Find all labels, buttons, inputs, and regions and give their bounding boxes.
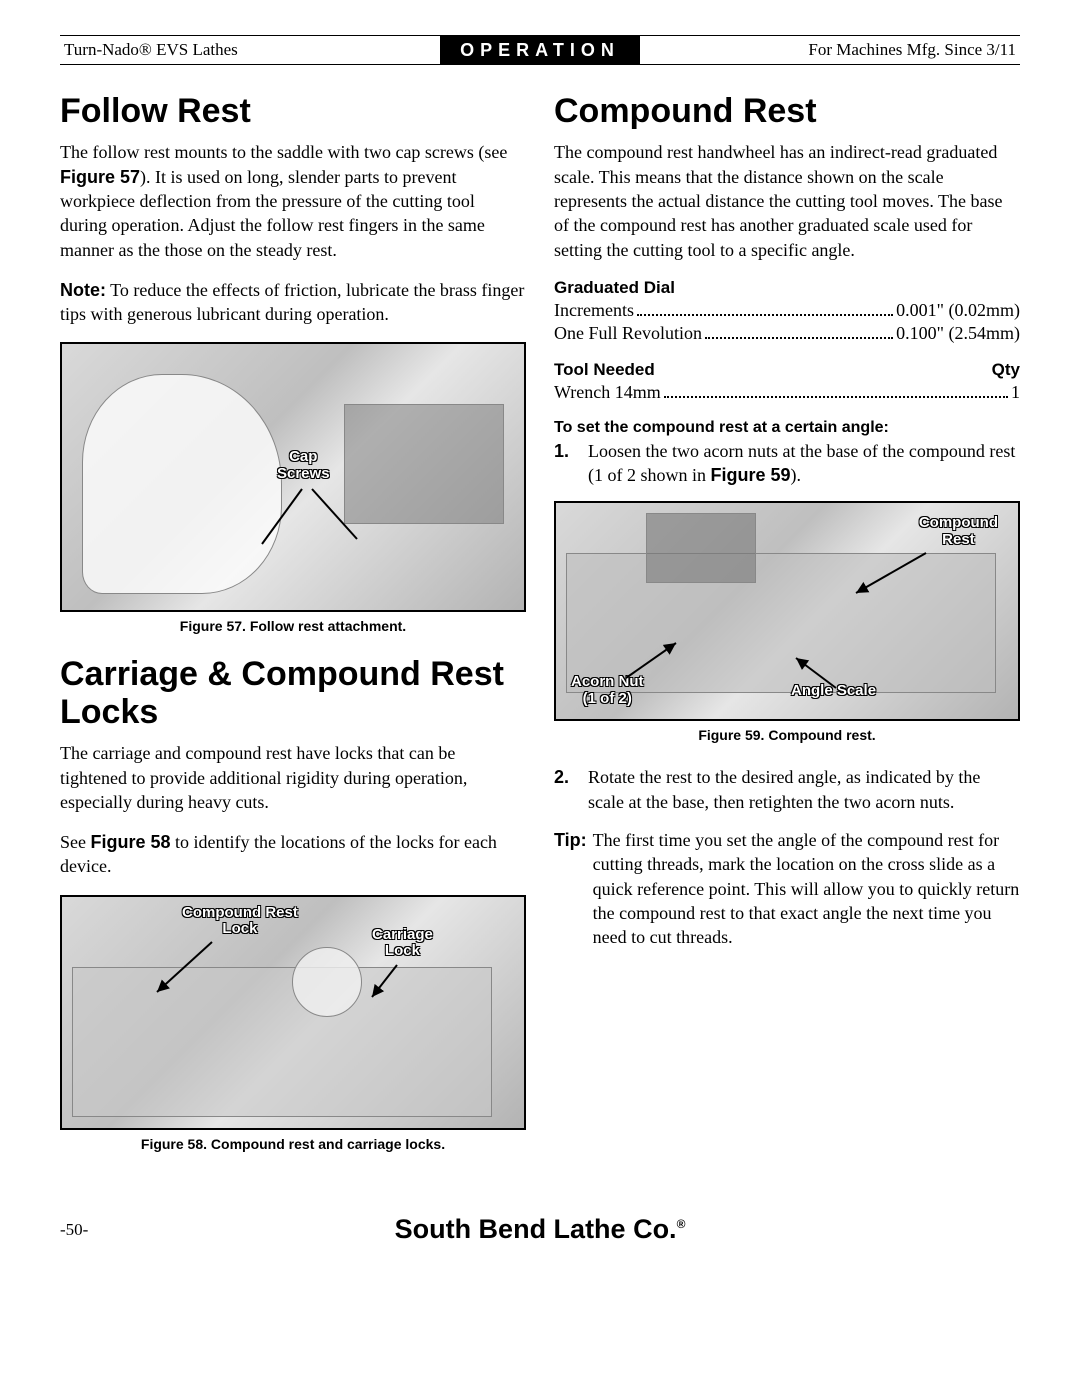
content-columns: Follow Rest The follow rest mounts to th… (60, 93, 1020, 1174)
figure-59: Compound Rest Acorn Nut (1 of 2) Angle S… (554, 501, 1020, 721)
compound-rest-title: Compound Rest (554, 93, 1020, 130)
figure-58: Compound Rest Lock Carriage Lock (60, 895, 526, 1130)
carriage-locks-para2: See Figure 58 to identify the locations … (60, 830, 526, 879)
step-2: 2. Rotate the rest to the desired angle,… (554, 765, 1020, 814)
figure-58-caption: Figure 58. Compound rest and carriage lo… (60, 1136, 526, 1152)
follow-rest-title: Follow Rest (60, 93, 526, 130)
dot-leader (705, 337, 893, 339)
note-label: Note: (60, 280, 106, 300)
figure-ref-57: Figure 57 (60, 167, 140, 187)
follow-rest-note: Note: To reduce the effects of friction,… (60, 278, 526, 327)
tool-row-wrench: Wrench 14mm 1 (554, 382, 1020, 403)
value: 1 (1011, 382, 1020, 403)
header-center: OPERATION (440, 36, 640, 64)
text: The follow rest mounts to the saddle wit… (60, 142, 507, 162)
fig59-arrows (556, 503, 1018, 719)
procedure-head: To set the compound rest at a certain an… (554, 419, 1020, 437)
text: ). (791, 465, 802, 485)
fig58-arrows (62, 897, 524, 1128)
dot-leader (664, 396, 1008, 398)
fig57-arrows (62, 344, 524, 610)
figure-59-caption: Figure 59. Compound rest. (554, 727, 1020, 743)
step-1: 1. Loosen the two acorn nuts at the base… (554, 439, 1020, 488)
text: South Bend Lathe Co. (395, 1214, 677, 1244)
text: See (60, 832, 91, 852)
tip-paragraph: Tip: The first time you set the angle of… (554, 828, 1020, 949)
carriage-locks-para1: The carriage and compound rest have lock… (60, 741, 526, 814)
dot-leader (637, 314, 893, 316)
label: Increments (554, 300, 634, 321)
note-text: To reduce the effects of friction, lubri… (60, 280, 524, 324)
procedure-steps: 1. Loosen the two acorn nuts at the base… (554, 439, 1020, 488)
value: 0.001" (0.02mm) (896, 300, 1020, 321)
grad-row-increments: Increments 0.001" (0.02mm) (554, 300, 1020, 321)
page-footer: -50- South Bend Lathe Co.® (60, 1214, 1020, 1245)
value: 0.100" (2.54mm) (896, 323, 1020, 344)
compound-rest-para1: The compound rest handwheel has an indir… (554, 140, 1020, 261)
figure-ref-59: Figure 59 (711, 465, 791, 485)
follow-rest-para1: The follow rest mounts to the saddle wit… (60, 140, 526, 261)
carriage-locks-title: Carriage & Compound Rest Locks (60, 656, 526, 731)
tip-text: The first time you set the angle of the … (593, 828, 1020, 949)
label: One Full Revolution (554, 323, 702, 344)
page-number: -50- (60, 1220, 88, 1240)
qty-label: Qty (992, 360, 1020, 380)
left-column: Follow Rest The follow rest mounts to th… (60, 93, 526, 1174)
header-right: For Machines Mfg. Since 3/11 (640, 40, 1020, 60)
label: Wrench 14mm (554, 382, 661, 403)
page-header: Turn-Nado® EVS Lathes OPERATION For Mach… (60, 35, 1020, 65)
header-left: Turn-Nado® EVS Lathes (60, 40, 440, 60)
grad-row-revolution: One Full Revolution 0.100" (2.54mm) (554, 323, 1020, 344)
text: Loosen the two acorn nuts at the base of… (588, 441, 1015, 485)
figure-57: Cap Screws (60, 342, 526, 612)
right-column: Compound Rest The compound rest handwhee… (554, 93, 1020, 1174)
step-text: Loosen the two acorn nuts at the base of… (588, 439, 1020, 488)
procedure-steps-cont: 2. Rotate the rest to the desired angle,… (554, 765, 1020, 814)
graduated-dial-head: Graduated Dial (554, 278, 1020, 298)
tool-needed-label: Tool Needed (554, 360, 655, 380)
registered-mark: ® (677, 1217, 686, 1231)
step-text: Rotate the rest to the desired angle, as… (588, 765, 1020, 814)
step-number: 1. (554, 439, 574, 488)
tip-label: Tip: (554, 828, 587, 949)
step-number: 2. (554, 765, 574, 814)
tool-needed-head: Tool Needed Qty (554, 360, 1020, 380)
company-name: South Bend Lathe Co.® (395, 1214, 686, 1244)
figure-57-caption: Figure 57. Follow rest attachment. (60, 618, 526, 634)
figure-ref-58: Figure 58 (91, 832, 171, 852)
